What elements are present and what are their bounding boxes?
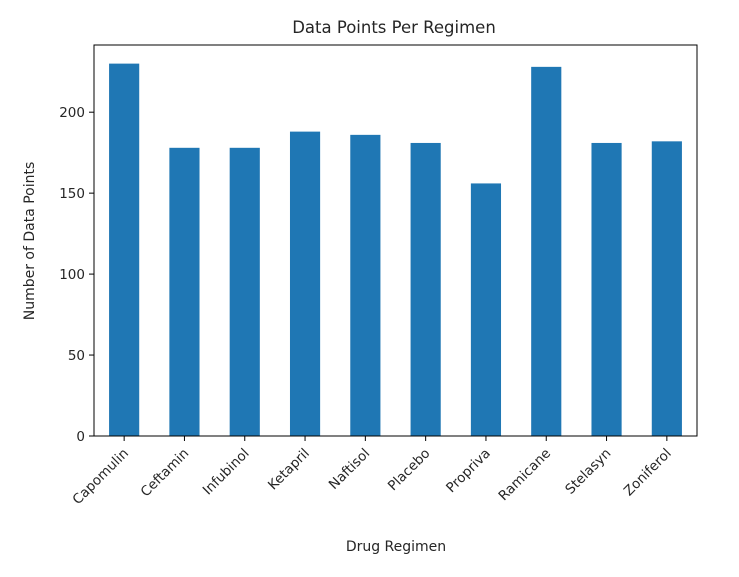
bar-propriva	[470, 183, 502, 436]
bar-stelasyn	[591, 142, 622, 436]
y-tick-label: 50	[68, 348, 85, 364]
bar-capomulin	[109, 63, 140, 436]
x-tick-label: Capomulin	[70, 446, 132, 508]
y-tick-label: 100	[59, 267, 85, 283]
x-tick-label: Ramicane	[496, 446, 555, 505]
x-tick-label: Naftisol	[326, 446, 373, 493]
x-tick-label: Ceftamin	[138, 446, 193, 501]
y-tick-label: 150	[59, 186, 85, 202]
bar-zoniferol	[651, 141, 682, 437]
x-ticks-group: Capomulin Ceftamin Infubinol Ketapril Naftis…	[70, 436, 675, 508]
bars-group	[109, 63, 682, 437]
bar-naftisol	[350, 134, 381, 436]
x-tick-label: Zoniferol	[621, 446, 675, 500]
bar-ketapril	[289, 131, 321, 436]
bar-ramicane	[531, 66, 562, 436]
x-axis-label: Drug Regimen	[346, 539, 446, 555]
bar-placebo	[410, 142, 441, 436]
x-tick-label: Placebo	[385, 446, 434, 495]
x-tick-label: Ketapril	[265, 446, 313, 494]
x-tick-label: Propriva	[443, 446, 494, 497]
plot-frame	[93, 44, 698, 437]
chart-title: Data Points Per Regimen	[292, 18, 496, 37]
y-tick-label: 200	[59, 105, 85, 121]
bar-infubinol	[229, 147, 260, 437]
y-tick-label: 0	[76, 429, 85, 445]
y-ticks-group: 0 50 100 150 200	[59, 105, 94, 445]
x-tick-label: Infubinol	[200, 446, 253, 499]
y-axis-label: Number of Data Points	[22, 162, 38, 321]
bar-ceftamin	[169, 147, 200, 437]
x-tick-label: Stelasyn	[562, 446, 614, 498]
